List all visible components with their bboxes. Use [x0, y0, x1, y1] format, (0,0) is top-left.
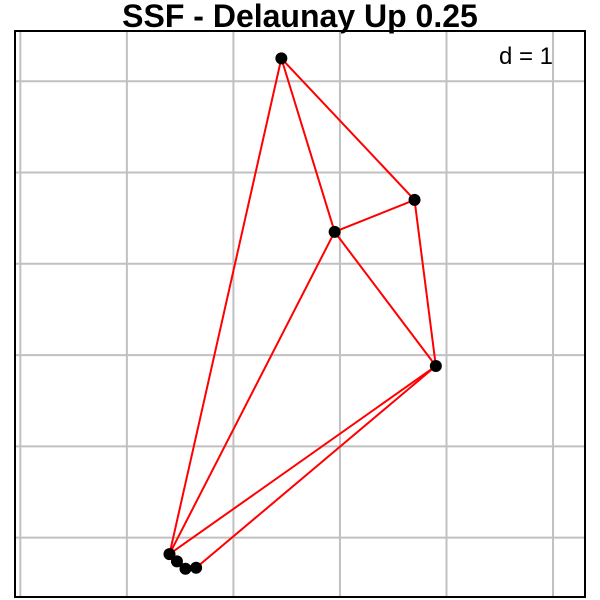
d-annotation: d = 1 [499, 43, 553, 70]
point-p7 [179, 562, 192, 575]
triangulation-edges [168, 57, 437, 570]
point-p8 [190, 561, 203, 574]
point-p6 [170, 555, 183, 568]
point-p2 [408, 193, 421, 206]
edge-p1-p2 [280, 57, 416, 201]
edge-p2-p4 [413, 199, 437, 367]
edge-p3-p5 [168, 231, 336, 555]
edge-p4-p8 [195, 365, 437, 569]
point-p1 [275, 52, 288, 65]
point-p5 [163, 548, 176, 561]
edge-p2-p3 [334, 198, 415, 233]
plot-title: SSF - Delaunay Up 0.25 [122, 0, 478, 34]
edge-p3-p4 [333, 231, 437, 367]
edge-p4-p5 [168, 365, 437, 555]
edge-p1-p5 [168, 58, 283, 555]
plot-frame [14, 30, 586, 598]
point-p4 [429, 360, 442, 373]
grid [15, 31, 585, 597]
point-p3 [328, 225, 341, 238]
edge-p1-p3 [280, 58, 336, 233]
data-points [163, 52, 442, 575]
